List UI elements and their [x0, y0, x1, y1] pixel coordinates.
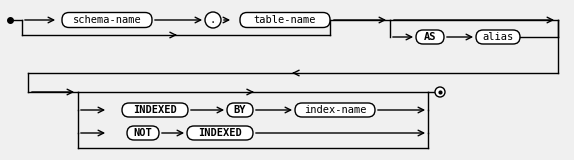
FancyBboxPatch shape — [476, 30, 520, 44]
Text: schema-name: schema-name — [73, 15, 141, 25]
FancyBboxPatch shape — [187, 126, 253, 140]
Text: AS: AS — [424, 32, 436, 42]
Circle shape — [435, 87, 445, 97]
FancyBboxPatch shape — [295, 103, 375, 117]
Text: table-name: table-name — [254, 15, 316, 25]
FancyBboxPatch shape — [416, 30, 444, 44]
FancyBboxPatch shape — [227, 103, 253, 117]
Text: .: . — [210, 15, 216, 25]
Text: BY: BY — [234, 105, 246, 115]
Text: alias: alias — [482, 32, 514, 42]
FancyBboxPatch shape — [62, 12, 152, 28]
Text: index-name: index-name — [304, 105, 366, 115]
FancyBboxPatch shape — [127, 126, 159, 140]
Circle shape — [205, 12, 221, 28]
FancyBboxPatch shape — [122, 103, 188, 117]
FancyBboxPatch shape — [240, 12, 330, 28]
Text: NOT: NOT — [134, 128, 152, 138]
Text: INDEXED: INDEXED — [198, 128, 242, 138]
Text: INDEXED: INDEXED — [133, 105, 177, 115]
